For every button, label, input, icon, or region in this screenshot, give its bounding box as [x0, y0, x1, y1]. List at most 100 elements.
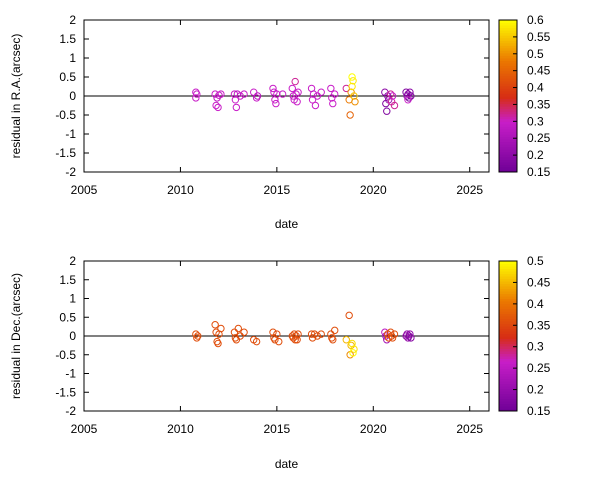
colorbar-swatch [499, 90, 517, 94]
colorbar-swatch [499, 42, 517, 46]
colorbar-tick-label: 0.2 [527, 383, 544, 397]
data-point [390, 101, 399, 110]
data-point [292, 332, 300, 340]
data-point [390, 330, 399, 338]
colorbar-swatch [499, 141, 517, 145]
colorbar-swatch [499, 154, 517, 158]
data-point [217, 324, 225, 333]
colorbar-swatch [499, 55, 517, 59]
data-point [388, 92, 397, 100]
data-point [294, 88, 302, 96]
data-point [211, 90, 219, 98]
colorbar-swatch [499, 88, 517, 92]
colorbar-swatch [499, 58, 517, 62]
y-tick-label: -1 [65, 127, 76, 141]
data-point [253, 92, 262, 100]
colorbar-swatch [499, 341, 517, 344]
data-point [240, 328, 248, 336]
colorbar-swatch [499, 391, 517, 394]
colorbar-swatch [499, 326, 517, 329]
colorbar-swatch [499, 93, 517, 97]
colorbar-swatch [499, 149, 517, 153]
y-tick-label: -0.5 [55, 108, 76, 122]
data-point [230, 328, 239, 336]
y-tick-label: 0.5 [59, 310, 76, 324]
y-tick-label: 1.5 [59, 273, 76, 287]
data-point [309, 90, 318, 98]
data-point [236, 332, 244, 340]
data-point [192, 94, 200, 102]
data-point [345, 311, 353, 320]
data-point [331, 326, 339, 335]
colorbar-swatch [499, 106, 517, 110]
colorbar-swatch [499, 25, 517, 29]
data-point [317, 330, 325, 338]
colorbar-swatch [499, 281, 517, 284]
colorbar-swatch [499, 266, 517, 269]
y-tick-label: -1.5 [55, 385, 76, 399]
colorbar-swatch [499, 393, 517, 397]
colorbar-tick-label: 0.4 [527, 81, 544, 95]
data-point [349, 349, 357, 357]
colorbar-swatch [499, 32, 517, 36]
data-point [269, 328, 277, 336]
colorbar-swatch [499, 85, 517, 89]
x-axis-label: date [275, 457, 299, 471]
data-point [217, 90, 225, 98]
data-point [402, 88, 410, 96]
colorbar-swatch [499, 358, 517, 362]
colorbar-swatch [499, 386, 517, 389]
colorbar-tick-label: 0.5 [527, 254, 544, 268]
x-tick-label: 2005 [71, 422, 98, 436]
colorbar-swatch [499, 166, 517, 170]
data-point [349, 77, 357, 85]
data-point [327, 84, 335, 93]
data-point [269, 84, 277, 93]
colorbar-swatch [499, 111, 517, 115]
colorbar-tick-label: 0.35 [527, 318, 551, 332]
colorbar-swatch [499, 331, 517, 334]
colorbar-swatch [499, 271, 517, 274]
colorbar-swatch [499, 113, 517, 117]
y-tick-label: 2 [69, 13, 76, 27]
colorbar-swatch [499, 293, 517, 297]
colorbar-swatch [499, 318, 517, 322]
x-tick-label: 2010 [167, 422, 194, 436]
colorbar-swatch [499, 268, 517, 272]
colorbar-swatch [499, 159, 517, 163]
colorbar-swatch [499, 261, 517, 264]
data-point [234, 324, 242, 333]
colorbar-swatch [499, 328, 517, 332]
colorbar-swatch [499, 316, 517, 319]
colorbar-tick-label: 0.15 [527, 404, 551, 418]
data-point [278, 90, 287, 98]
colorbar-swatch [499, 291, 517, 294]
colorbar-swatch [499, 288, 517, 292]
y-tick-label: -1.5 [55, 146, 76, 160]
colorbar-swatch [499, 78, 517, 82]
data-point [211, 321, 219, 329]
x-tick-label: 2025 [456, 422, 483, 436]
colorbar-swatch [499, 156, 517, 160]
colorbar-swatch [499, 396, 517, 399]
colorbar-swatch [499, 361, 517, 364]
colorbar-swatch [499, 376, 517, 379]
colorbar-swatch [499, 96, 517, 100]
colorbar-swatch [499, 286, 517, 289]
data-point [329, 99, 337, 108]
colorbar-swatch [499, 323, 517, 327]
colorbar-swatch [499, 136, 517, 140]
data-point [290, 330, 298, 338]
data-point [215, 91, 223, 99]
colorbar-swatch [499, 27, 517, 31]
colorbar-tick-label: 0.6 [527, 13, 544, 27]
y-tick-label: 0 [69, 89, 76, 103]
x-axis-label: date [275, 217, 299, 231]
data-point [292, 90, 300, 98]
colorbar-swatch [499, 116, 517, 120]
colorbar-swatch [499, 70, 517, 74]
colorbar-swatch [499, 401, 517, 404]
data-point [272, 99, 280, 108]
y-tick-label: 0 [69, 329, 76, 343]
colorbar-swatch [499, 368, 517, 372]
